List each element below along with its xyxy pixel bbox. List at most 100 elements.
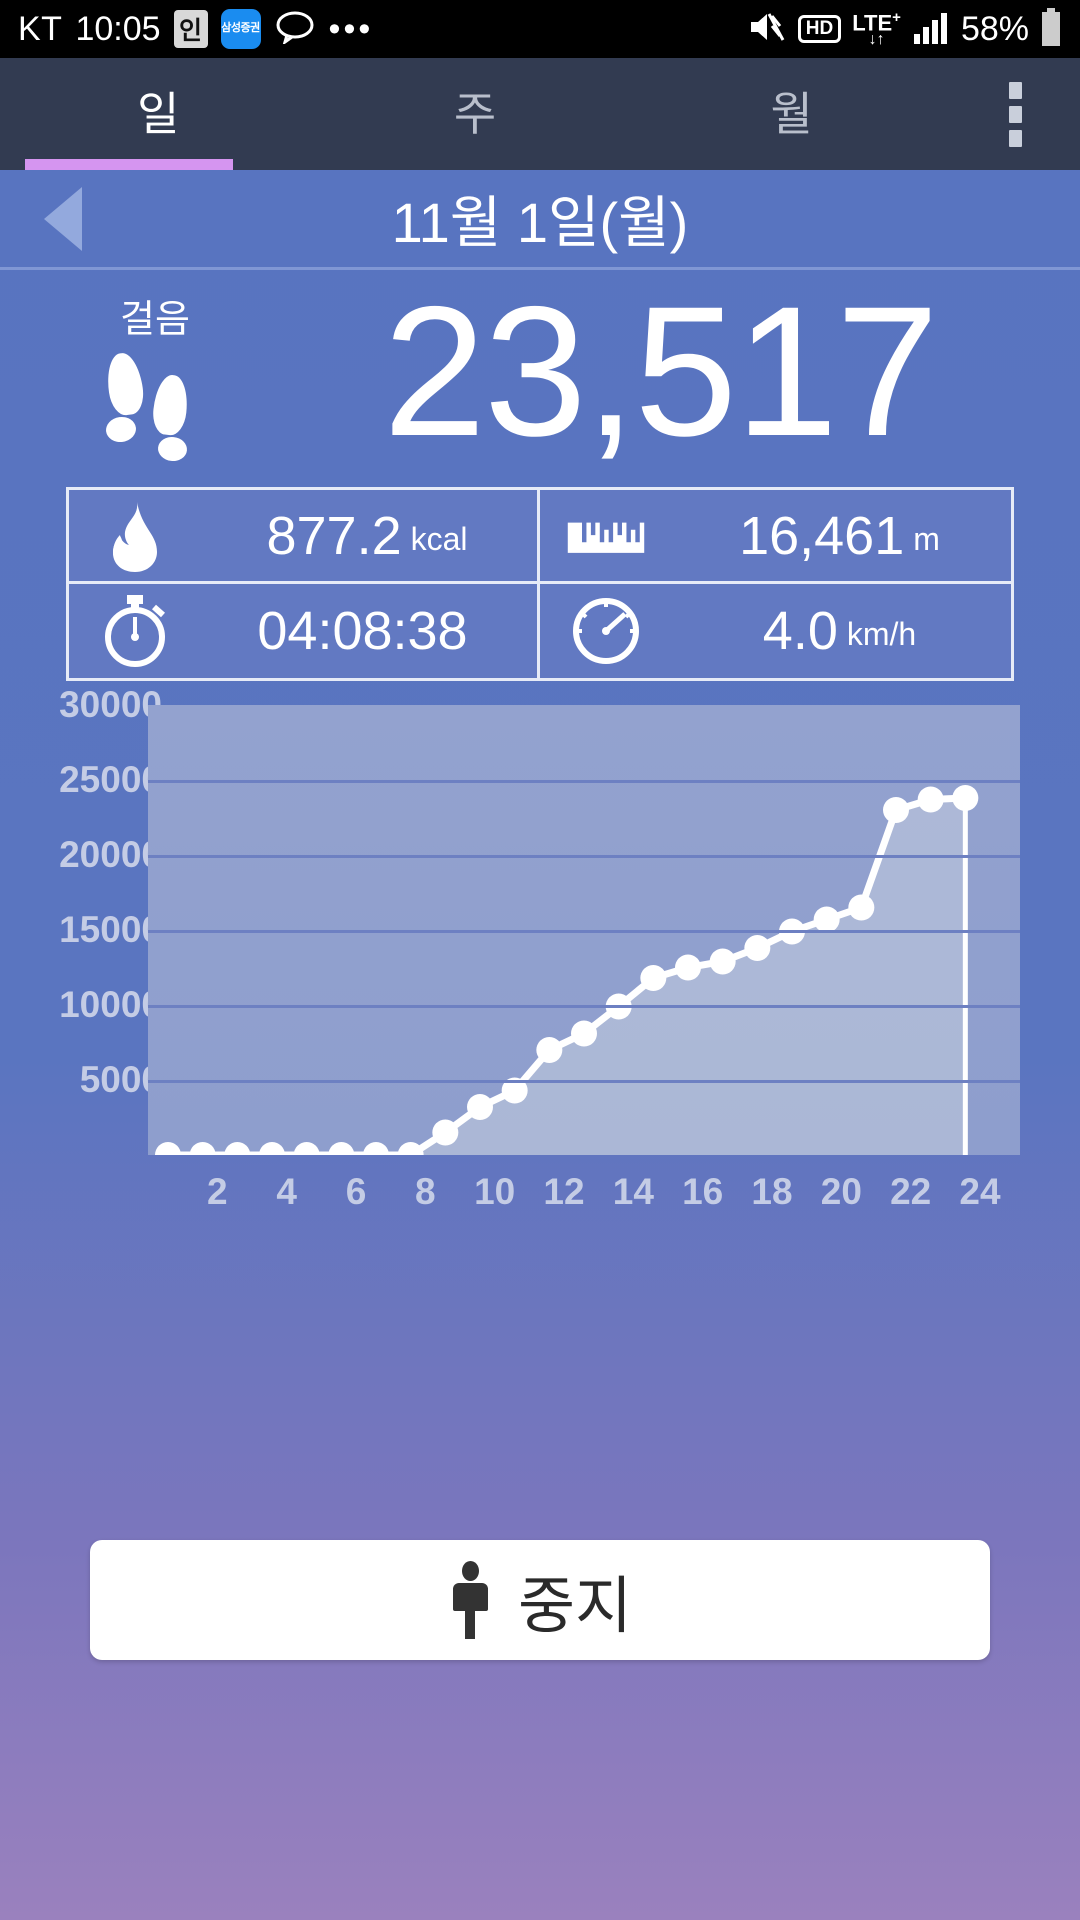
chart-x-tick-label: 6 bbox=[345, 1171, 367, 1212]
tab-week[interactable]: 주 bbox=[453, 88, 497, 140]
chart-data-point bbox=[293, 1142, 320, 1155]
footprints-icon bbox=[100, 347, 210, 463]
stat-calories-value-group: 877.2 kcal bbox=[197, 509, 537, 563]
stat-speed-value: 4.0 bbox=[762, 601, 838, 661]
chart-x-axis: 2 4 6 8 10 12 14 16 18 20 22 24 bbox=[148, 1171, 1020, 1221]
chart-x-tick-label: 24 bbox=[959, 1171, 1001, 1212]
chart-data-point bbox=[675, 954, 701, 981]
chart-x-tick-label: 2 bbox=[207, 1171, 228, 1212]
steps-icon-group: 걸음 bbox=[60, 288, 250, 463]
page-title: 11월 1일(월) bbox=[391, 191, 689, 254]
status-bar-right: HD LTE+ ↓↑ 58% bbox=[747, 7, 1062, 51]
overflow-menu-icon[interactable] bbox=[950, 81, 1080, 147]
chart-data-point bbox=[640, 965, 667, 991]
active-tab-indicator bbox=[25, 159, 233, 170]
chart-gridline bbox=[148, 780, 1020, 783]
walking-person-icon bbox=[448, 1561, 492, 1639]
chart-data-point bbox=[224, 1142, 251, 1155]
chart-data-point bbox=[709, 948, 736, 975]
chart-data-point bbox=[501, 1077, 528, 1104]
stat-calories: 877.2 kcal bbox=[69, 490, 540, 584]
network-type-icon: LTE+ ↓↑ bbox=[852, 9, 901, 48]
chart-x-tick-label: 8 bbox=[415, 1171, 436, 1212]
chart-data-point bbox=[883, 797, 909, 823]
chart-x-tick-label: 14 bbox=[612, 1171, 654, 1212]
stopwatch-icon bbox=[95, 593, 175, 669]
flame-icon bbox=[95, 500, 175, 572]
signal-bars-icon bbox=[912, 10, 950, 49]
chart-plot-area bbox=[148, 705, 1020, 1155]
stat-distance-value-group: 16,461 m bbox=[668, 509, 1011, 563]
stop-button[interactable]: 중지 bbox=[90, 1540, 990, 1660]
chart-y-tick-label: 20000 bbox=[59, 834, 162, 875]
stat-speed: 4.0 km/h bbox=[540, 584, 1011, 678]
chart-gridline bbox=[148, 1080, 1020, 1083]
chart-data-point bbox=[397, 1142, 424, 1155]
hd-icon: HD bbox=[797, 15, 842, 43]
stat-speed-unit: km/h bbox=[846, 616, 917, 652]
chart-y-tick-label: 25000 bbox=[59, 759, 162, 800]
back-arrow-icon[interactable] bbox=[44, 186, 82, 251]
chart-data-point bbox=[917, 786, 944, 813]
chart-data-point bbox=[432, 1119, 459, 1146]
chart-x-tick-label: 22 bbox=[890, 1171, 932, 1212]
status-bar: KT 10:05 인 삼성증권 ••• HD LTE+ ↓↑ 58% bbox=[0, 0, 1080, 58]
clock-label: 10:05 bbox=[75, 9, 161, 48]
chart-y-tick-label: 30000 bbox=[59, 684, 162, 725]
stat-distance: 16,461 m bbox=[540, 490, 1011, 584]
chart-data-point bbox=[571, 1020, 597, 1047]
ruler-icon bbox=[566, 511, 646, 561]
date-header: 11월 1일(월) bbox=[0, 170, 1080, 270]
chart-x-tick-label: 4 bbox=[276, 1171, 297, 1212]
chart-data-point bbox=[813, 906, 840, 933]
chart-data-point bbox=[467, 1094, 493, 1120]
battery-icon bbox=[1040, 7, 1062, 51]
more-dots-icon: ••• bbox=[328, 9, 374, 48]
chart-gridline bbox=[148, 855, 1020, 858]
status-bar-left: KT 10:05 인 삼성증권 ••• bbox=[18, 9, 747, 49]
chart-data-point bbox=[952, 785, 979, 811]
stat-distance-unit: m bbox=[913, 520, 940, 557]
chart-x-tick-label: 12 bbox=[543, 1171, 585, 1212]
chart-area-path bbox=[168, 798, 966, 1155]
chart-y-axis: 30000 25000 20000 15000 10000 5000 bbox=[44, 684, 162, 1155]
stat-calories-unit: kcal bbox=[410, 520, 468, 557]
chart-data-point bbox=[363, 1142, 389, 1155]
chart-data-point bbox=[259, 1142, 285, 1155]
chart-data-point bbox=[155, 1142, 181, 1155]
stat-duration-value-group: 04:08:38 bbox=[197, 604, 537, 658]
chart-gridline bbox=[148, 930, 1020, 933]
chat-bubble-icon bbox=[274, 10, 316, 49]
chart-x-tick-label: 20 bbox=[820, 1171, 862, 1212]
steps-chart: 30000 25000 20000 15000 10000 5000 2 4 6 8 10 12 14… bbox=[0, 684, 1080, 1235]
chart-line-and-markers bbox=[155, 785, 979, 1155]
stat-distance-value: 16,461 bbox=[739, 505, 905, 566]
period-tab-bar: 일 주 월 bbox=[0, 58, 1080, 170]
chart-y-tick-label: 15000 bbox=[59, 909, 162, 950]
vibrate-mute-icon bbox=[747, 10, 787, 49]
footer-actions: 중지 bbox=[0, 1540, 1080, 1660]
person-badge-icon: 인 bbox=[173, 10, 208, 48]
speedometer-icon bbox=[566, 595, 646, 667]
steps-label: 걸음 bbox=[120, 299, 190, 341]
samsung-securities-badge-icon: 삼성증권 bbox=[220, 9, 261, 49]
stop-button-label: 중지 bbox=[517, 1572, 633, 1641]
stat-duration: 04:08:38 bbox=[69, 584, 540, 678]
chart-x-tick-label: 10 bbox=[474, 1171, 516, 1212]
steps-summary: 걸음 23,517 bbox=[0, 270, 1080, 475]
chart-x-tick-label: 18 bbox=[751, 1171, 793, 1212]
chart-data-point bbox=[744, 935, 771, 961]
chart-data-point bbox=[328, 1142, 355, 1155]
chart-data-point bbox=[189, 1142, 216, 1155]
chart-data-point bbox=[536, 1037, 563, 1063]
chart-data-point bbox=[848, 894, 875, 921]
carrier-label: KT bbox=[18, 9, 63, 48]
battery-percent-label: 58% bbox=[960, 9, 1029, 48]
tab-day[interactable]: 일 bbox=[137, 88, 180, 140]
stat-duration-value: 04:08:38 bbox=[257, 601, 468, 661]
steps-count-value: 23,517 bbox=[383, 269, 939, 476]
chart-x-tick-label: 16 bbox=[682, 1171, 724, 1212]
chart-gridline bbox=[148, 1005, 1020, 1008]
stats-grid: 877.2 kcal 16,461 m 04:08:38 4.0 km/h bbox=[66, 487, 1014, 681]
tab-month[interactable]: 월 bbox=[770, 88, 813, 140]
